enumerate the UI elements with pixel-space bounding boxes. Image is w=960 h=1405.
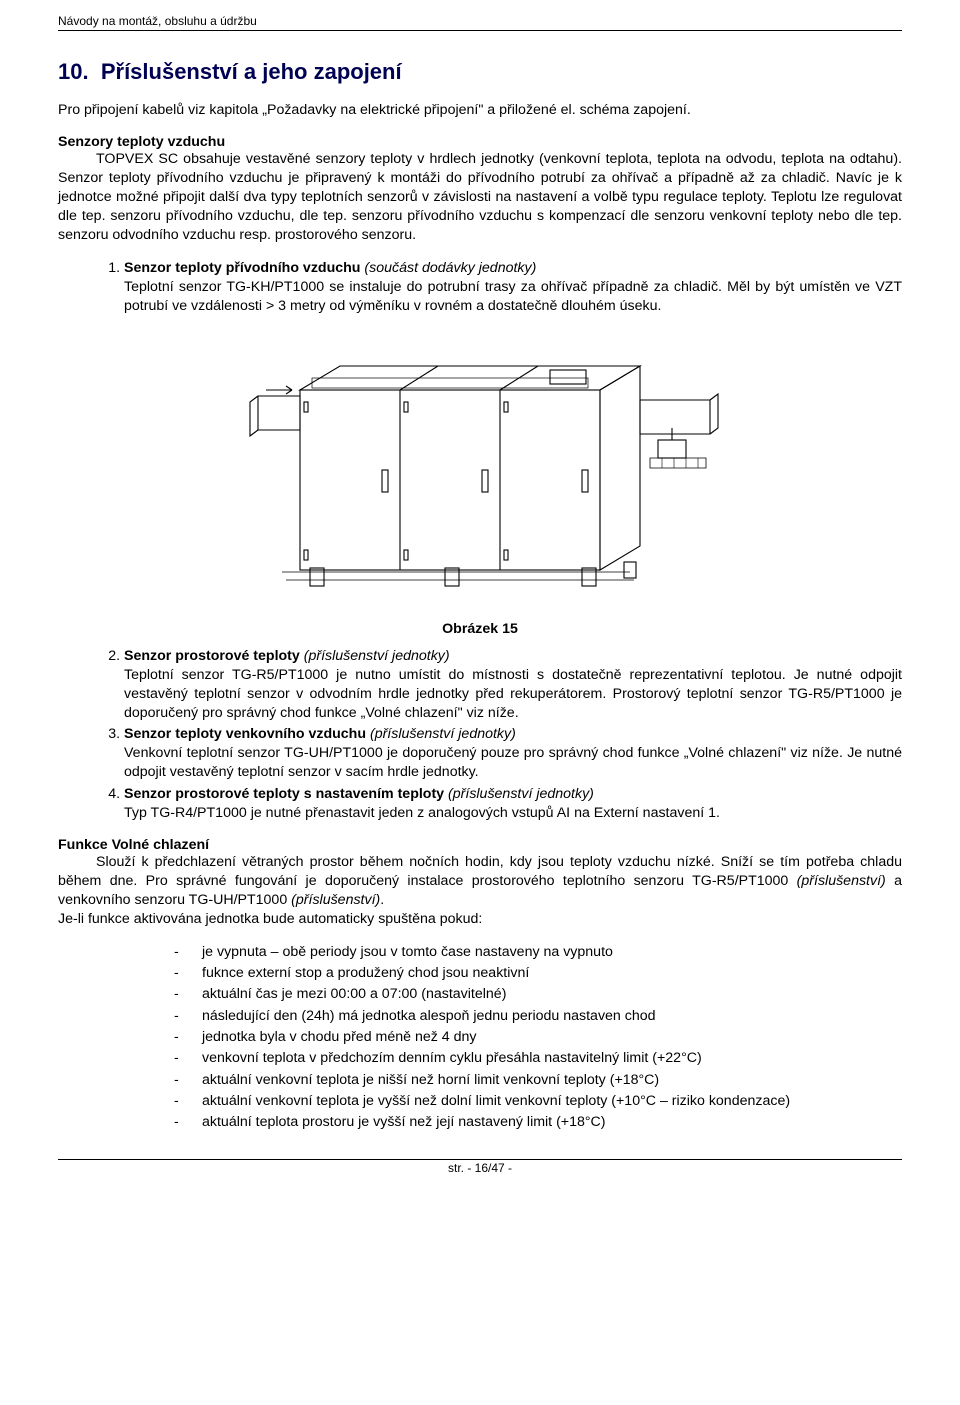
sensor-1-body: Teplotní senzor TG-KH/PT1000 se instaluj… (124, 278, 902, 316)
conditions-list: je vypnuta – obě periody jsou v tomto ča… (58, 943, 902, 1133)
sensor-list: Senzor teploty přívodního vzduchu (součá… (58, 259, 902, 316)
freecool-body2: Je-li funkce aktivována jednotka bude au… (58, 910, 902, 929)
sensor-item-2: Senzor prostorové teploty (příslušenství… (124, 647, 902, 723)
sensors-body: TOPVEX SC obsahuje vestavěné senzory tep… (58, 150, 902, 245)
sensor-item-1: Senzor teploty přívodního vzduchu (součá… (124, 259, 902, 316)
cond-1: je vypnuta – obě periody jsou v tomto ča… (202, 943, 902, 962)
section-title-text: Příslušenství a jeho zapojení (101, 59, 402, 84)
cond-5: jednotka byla v chodu před méně než 4 dn… (202, 1028, 902, 1047)
unit-diagram (210, 330, 750, 610)
page-number: str. - 16/47 - (58, 1161, 902, 1175)
sensor-3-body: Venkovní teplotní senzor TG-UH/PT1000 je… (124, 744, 902, 782)
cond-7: aktuální venkovní teplota je nišší než h… (202, 1071, 902, 1090)
sensor-3-note: (příslušenství jednotky) (370, 726, 516, 742)
sensor-2-body: Teplotní senzor TG-R5/PT1000 je nutno um… (124, 666, 902, 723)
freecool-heading: Funkce Volné chlazení (58, 837, 902, 853)
sensor-item-4: Senzor prostorové teploty s nastavením t… (124, 785, 902, 823)
sensors-heading: Senzory teploty vzduchu (58, 134, 902, 150)
intro-paragraph: Pro připojení kabelů viz kapitola „Požad… (58, 101, 902, 120)
sensor-2-note: (příslušenství jednotky) (304, 648, 450, 664)
sensor-list-2: Senzor prostorové teploty (příslušenství… (58, 647, 902, 822)
figure-caption: Obrázek 15 (58, 621, 902, 637)
section-number: 10. (58, 59, 89, 84)
cond-6: venkovní teplota v předchozím denním cyk… (202, 1049, 902, 1068)
cond-3: aktuální čas je mezi 00:00 a 07:00 (nast… (202, 985, 902, 1004)
figure-15 (58, 330, 902, 615)
sensor-4-body: Typ TG-R4/PT1000 je nutné přenastavit je… (124, 804, 902, 823)
cond-8: aktuální venkovní teplota je vyšší než d… (202, 1092, 902, 1111)
sensor-1-title: Senzor teploty přívodního vzduchu (124, 260, 360, 276)
header-rule (58, 30, 902, 31)
sensor-4-note: (příslušenství jednotky) (448, 786, 594, 802)
sensor-2-title: Senzor prostorové teploty (124, 648, 300, 664)
sensor-3-title: Senzor teploty venkovního vzduchu (124, 726, 366, 742)
footer-rule (58, 1159, 902, 1160)
sensor-4-title: Senzor prostorové teploty s nastavením t… (124, 786, 444, 802)
sensor-1-note: (součást dodávky jednotky) (364, 260, 536, 276)
header-title: Návody na montáž, obsluhu a údržbu (58, 14, 902, 28)
sensor-item-3: Senzor teploty venkovního vzduchu (přísl… (124, 725, 902, 782)
cond-2: fuknce externí stop a produžený chod jso… (202, 964, 902, 983)
cond-4: následující den (24h) má jednotka alespo… (202, 1007, 902, 1026)
section-heading: 10. Příslušenství a jeho zapojení (58, 59, 902, 85)
cond-9: aktuální teplota prostoru je vyšší než j… (202, 1113, 902, 1132)
freecool-body: Slouží k předchlazení větraných prostor … (58, 853, 902, 910)
